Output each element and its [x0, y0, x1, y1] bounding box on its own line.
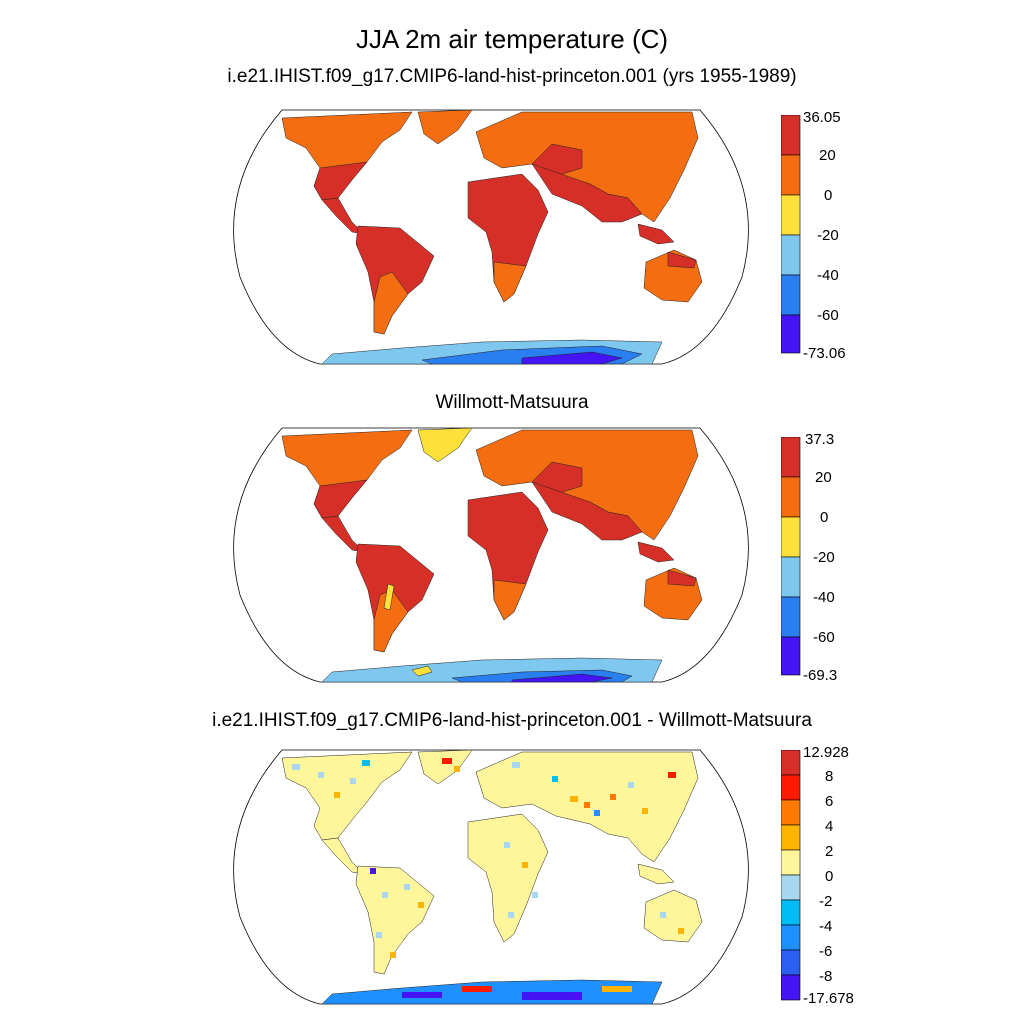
panel-3-map-svg — [233, 749, 749, 1005]
panel-3-colorbar-label: 8 — [825, 768, 834, 785]
panel-2-colorbar-label: -69.3 — [803, 667, 838, 684]
panel-3-colorbar-svg — [781, 750, 801, 1001]
panel-3-colorbar-label: 0 — [825, 868, 834, 885]
panel-2-colorbar-label: 20 — [815, 469, 832, 486]
panel-2-colorbar: 37.3 20 0 -20 -40 -60 -69.3 — [781, 431, 837, 684]
panel-2-colorbar-label: -20 — [813, 549, 835, 566]
panel-3-map — [222, 742, 760, 1012]
panel-1-colorbar-label: 20 — [819, 147, 836, 164]
panel-2-colorbar-label: -60 — [813, 629, 835, 646]
panel-1-colorbar-label: -20 — [817, 227, 839, 244]
panel-2-title: Willmott-Matsuura — [435, 392, 589, 413]
panel-2-map-svg — [233, 427, 749, 683]
panel-1-colorbar-svg — [781, 115, 801, 354]
panel-1-colorbar-label: 36.05 — [803, 109, 841, 126]
panel-1-title: i.e21.IHIST.f09_g17.CMIP6-land-hist-prin… — [227, 66, 797, 87]
panel-3-colorbar-label: -2 — [819, 893, 833, 910]
panel-3-colorbar-label: 12.928 — [803, 744, 849, 761]
panel-3-colorbar-label: -4 — [819, 918, 833, 935]
panel-1-colorbar-label: -73.06 — [803, 345, 846, 362]
panel-3-colorbar-label: 6 — [825, 793, 834, 810]
panel-3-colorbar-label: -8 — [819, 968, 833, 985]
panel-3-colorbar-label: -6 — [819, 943, 833, 960]
panel-3-colorbar-label: -17.678 — [803, 990, 854, 1007]
figure-title: JJA 2m air temperature (C) — [355, 24, 669, 54]
panel-1-colorbar-label: 0 — [824, 187, 833, 204]
panel-2-colorbar-label: 0 — [820, 509, 829, 526]
panel-3-colorbar: 12.928 8 6 4 2 0 -2 -4 -6 -8 -17.678 — [781, 744, 854, 1007]
panel-2-colorbar-label: -40 — [813, 589, 835, 606]
panel-2-colorbar-svg — [781, 437, 801, 676]
panel-1-colorbar-label: -60 — [817, 307, 839, 324]
panel-1-colorbar-label: -40 — [817, 267, 839, 284]
panel-3-colorbar-label: 4 — [825, 818, 834, 835]
panel-2-colorbar-label: 37.3 — [805, 431, 835, 448]
panel-1-map — [222, 102, 760, 372]
panel-1-colorbar: 36.05 20 0 -20 -40 -60 -73.06 — [781, 109, 846, 362]
panel-3-colorbar-label: 2 — [825, 843, 834, 860]
panel-2-map — [222, 420, 760, 690]
panel-1-map-svg — [233, 109, 749, 365]
panel-3-title: i.e21.IHIST.f09_g17.CMIP6-land-hist-prin… — [212, 710, 812, 731]
